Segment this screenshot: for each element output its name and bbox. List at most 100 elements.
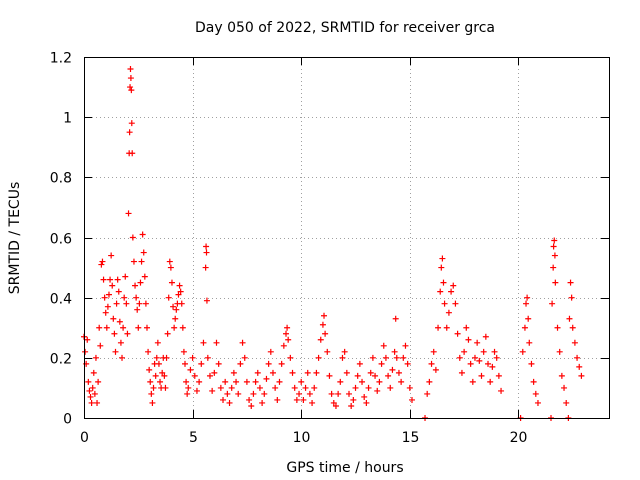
- data-point: [495, 372, 502, 379]
- data-point: [239, 339, 246, 346]
- data-point: [432, 366, 439, 373]
- data-point: [230, 369, 237, 376]
- data-point: [100, 276, 107, 283]
- data-point: [491, 348, 498, 355]
- data-point: [524, 294, 531, 301]
- data-point: [159, 369, 166, 376]
- data-point: [193, 387, 200, 394]
- data-point: [138, 258, 145, 265]
- data-points: [81, 66, 585, 421]
- data-point: [519, 348, 526, 355]
- data-point: [92, 354, 99, 361]
- data-point: [89, 384, 96, 391]
- data-point: [285, 336, 292, 343]
- data-point: [96, 324, 103, 331]
- data-point: [149, 399, 156, 406]
- data-point: [322, 330, 329, 337]
- data-point: [461, 348, 468, 355]
- data-point: [226, 399, 233, 406]
- x-axis-label: GPS time / hours: [286, 460, 403, 476]
- data-point: [137, 279, 144, 286]
- data-point: [380, 342, 387, 349]
- data-point: [571, 339, 578, 346]
- data-point: [125, 210, 132, 217]
- data-point: [165, 294, 172, 301]
- data-point: [478, 372, 485, 379]
- data-point: [335, 390, 342, 397]
- data-point: [387, 384, 394, 391]
- data-point: [233, 378, 240, 385]
- data-point: [202, 264, 209, 271]
- data-point: [551, 237, 558, 244]
- data-point: [367, 369, 374, 376]
- data-point: [120, 324, 127, 331]
- data-point: [489, 363, 496, 370]
- data-point: [392, 315, 399, 322]
- data-point: [113, 300, 120, 307]
- data-point: [304, 369, 311, 376]
- data-point: [267, 348, 274, 355]
- data-point: [493, 354, 500, 361]
- data-point: [465, 336, 472, 343]
- data-point: [94, 399, 101, 406]
- data-point: [127, 84, 134, 91]
- data-point: [136, 300, 143, 307]
- data-point: [400, 354, 407, 361]
- data-point: [363, 399, 370, 406]
- data-point: [127, 75, 134, 82]
- data-point: [263, 375, 270, 382]
- data-point: [116, 318, 123, 325]
- data-point: [180, 348, 187, 355]
- data-point: [302, 384, 309, 391]
- data-point: [393, 354, 400, 361]
- data-point: [441, 300, 448, 307]
- data-point: [228, 384, 235, 391]
- data-point: [330, 399, 337, 406]
- data-point: [289, 369, 296, 376]
- axis-ticks: [84, 57, 609, 419]
- data-point: [235, 390, 242, 397]
- data-point: [107, 276, 114, 283]
- data-point: [82, 348, 89, 355]
- data-point: [191, 372, 198, 379]
- y-tick-labels: 0 0.2 0.4 0.6 0.8 1 1.2: [50, 51, 72, 428]
- data-point: [105, 291, 112, 298]
- data-point: [215, 360, 222, 367]
- data-point: [293, 396, 300, 403]
- data-point: [498, 387, 505, 394]
- data-point: [578, 372, 585, 379]
- data-point: [480, 348, 487, 355]
- data-point: [313, 369, 320, 376]
- data-point: [402, 342, 409, 349]
- data-point: [458, 369, 465, 376]
- data-point: [326, 372, 333, 379]
- data-point: [98, 261, 105, 268]
- data-point: [471, 354, 478, 361]
- data-point: [374, 387, 381, 394]
- data-point: [154, 339, 161, 346]
- data-point: [128, 120, 135, 127]
- data-point: [171, 324, 178, 331]
- data-point: [140, 249, 147, 256]
- data-point: [213, 339, 220, 346]
- data-point: [359, 378, 366, 385]
- x-tick-label: 15: [402, 430, 420, 446]
- data-point: [133, 294, 140, 301]
- y-tick-label: 0.2: [50, 352, 72, 368]
- data-point: [324, 348, 331, 355]
- data-point: [217, 384, 224, 391]
- data-point: [523, 300, 530, 307]
- data-point: [167, 264, 174, 271]
- data-point: [265, 360, 272, 367]
- data-point: [224, 390, 231, 397]
- data-point: [391, 348, 398, 355]
- data-point: [179, 324, 186, 331]
- data-point: [170, 303, 177, 310]
- data-point: [109, 282, 116, 289]
- data-point: [126, 129, 133, 136]
- data-point: [356, 360, 363, 367]
- data-point: [256, 384, 263, 391]
- data-point: [176, 282, 183, 289]
- data-point: [143, 324, 150, 331]
- data-point: [269, 369, 276, 376]
